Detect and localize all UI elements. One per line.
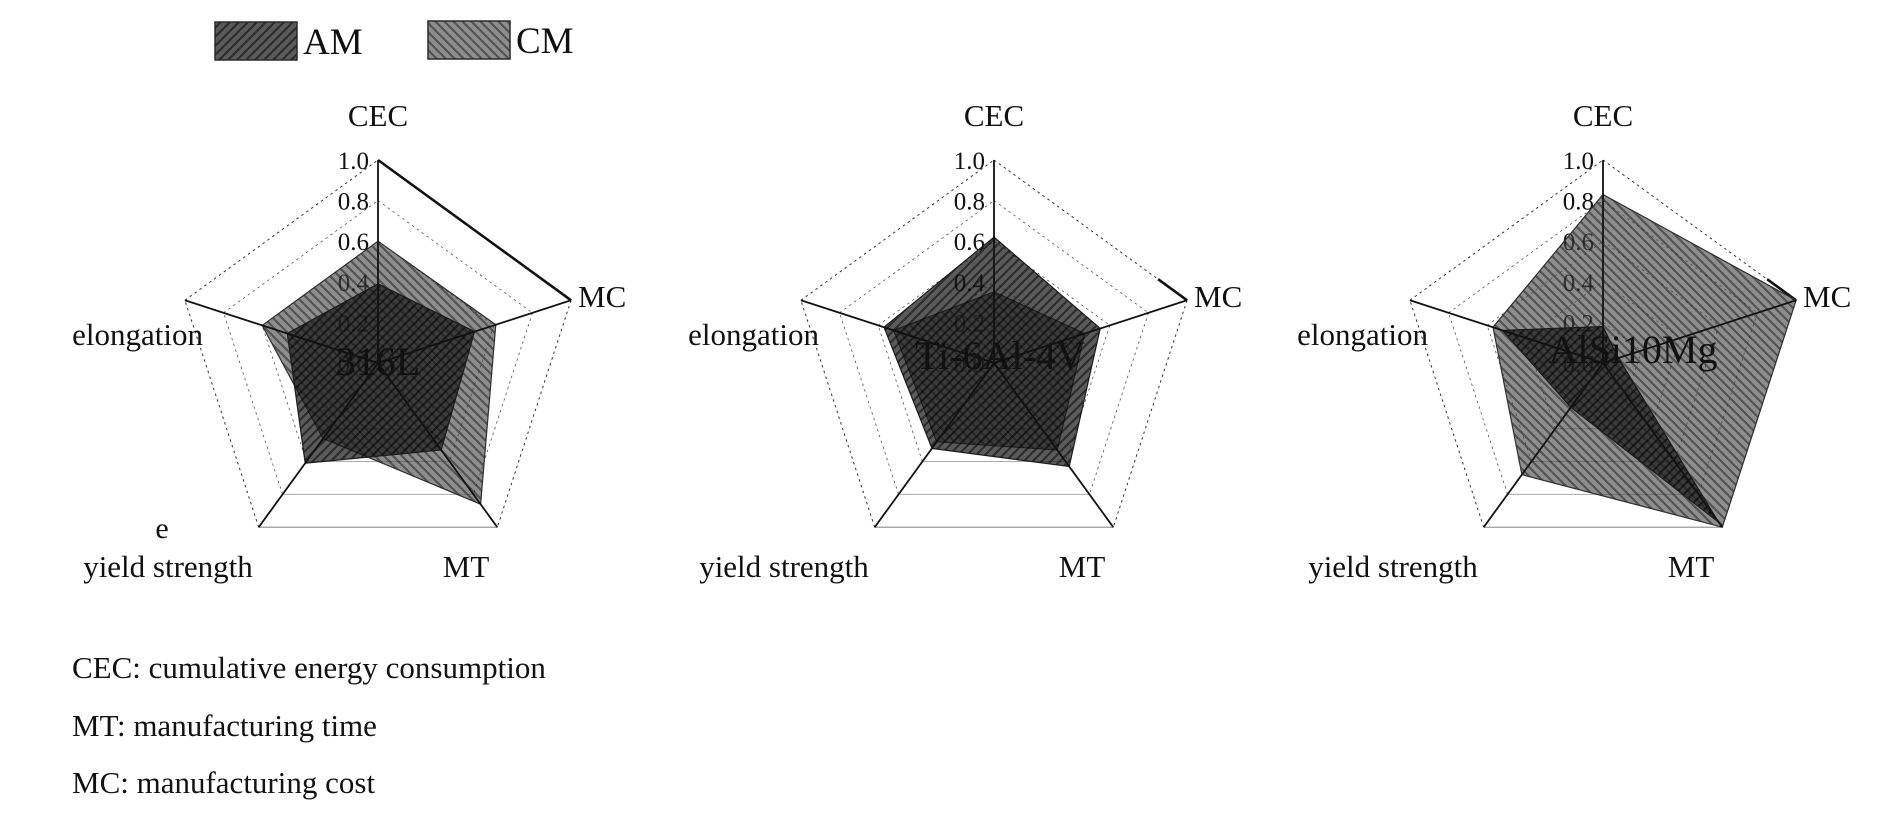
grid-ring-edge — [800, 159, 995, 301]
axis-spoke — [377, 299, 572, 364]
frame-corner-stub — [1766, 278, 1797, 302]
footnote-cec: CEC: cumulative energy consumption — [72, 650, 546, 685]
radar-chart-Ti-6Al-4V: 1.00.80.60.40.20.0Ti-6Al-4VCECMCMTyield … — [688, 98, 1242, 584]
legend-swatch-cm — [427, 20, 511, 60]
grid-ring-edge — [496, 300, 572, 528]
axis-spoke — [1482, 362, 1604, 528]
legend-swatch-am — [214, 21, 298, 61]
axis-label-mc: MC — [1803, 279, 1851, 314]
axis-label-elongation: elongation — [72, 317, 203, 352]
frame-corner-stub — [1157, 278, 1188, 302]
grid-ring-edge — [184, 159, 379, 301]
axis-spoke — [184, 299, 379, 364]
axis-label-yield-strength: yield strength — [1308, 549, 1478, 584]
grid-ring-edge — [1112, 300, 1188, 528]
grid-ring-edge — [223, 200, 379, 314]
axis-label-mt: MT — [443, 549, 490, 584]
axis-label-elongation: elongation — [1297, 317, 1428, 352]
axis-label-mc: MC — [1194, 279, 1242, 314]
axis-spoke — [993, 299, 1188, 364]
axis-spoke — [377, 362, 499, 528]
extra-label: e — [155, 512, 168, 545]
axis-label-yield-strength: yield strength — [699, 549, 869, 584]
grid-ring-edge — [839, 312, 899, 495]
chart-title: Ti-6Al-4V — [915, 333, 1085, 378]
axis-label-cec: CEC — [348, 98, 408, 133]
grid-ring-edge — [993, 200, 1149, 314]
axis-label-mc: MC — [578, 279, 626, 314]
series-polygon-am — [1501, 325, 1720, 523]
grid-ring-edge — [473, 312, 533, 495]
charts-layer: 1.00.80.60.40.20.0316LCECMCMTyield stren… — [72, 98, 1851, 584]
grid-ring-edge — [993, 159, 1188, 301]
legend: AM CM — [214, 20, 574, 63]
axis-label-yield-strength: yield strength — [83, 549, 253, 584]
grid-ring-edge — [223, 312, 283, 495]
chart-title: 316L — [336, 339, 420, 384]
grid-ring-edge — [1448, 312, 1508, 495]
radar-chart-316L: 1.00.80.60.40.20.0316LCECMCMTyield stren… — [72, 98, 626, 584]
axis-label-elongation: elongation — [688, 317, 819, 352]
radial-tick-label: 0.8 — [338, 189, 369, 216]
series-polygon-am — [883, 236, 1101, 468]
legend-label-am: AM — [303, 22, 363, 63]
radial-tick-label: 1.0 — [1563, 148, 1594, 175]
series-polygon-cm — [1492, 193, 1797, 528]
axis-spoke — [1602, 362, 1724, 528]
grid-ring-edge — [377, 158, 572, 302]
grid-ring-edge — [1409, 159, 1604, 301]
footnote-mc: MC: manufacturing cost — [72, 765, 375, 800]
grid-ring-edge — [839, 200, 995, 314]
axis-label-mt: MT — [1059, 549, 1106, 584]
grid-ring-edge — [800, 300, 876, 528]
grid-ring-edge — [1602, 159, 1797, 301]
axis-label-cec: CEC — [964, 98, 1024, 133]
series-polygon-am — [286, 283, 476, 464]
grid-ring-edge — [1409, 300, 1485, 528]
radar-chart-AlSi10Mg: 1.00.80.60.40.20.0AlSi10MgCECMCMTyield s… — [1297, 98, 1851, 584]
axis-spoke — [993, 362, 1115, 528]
legend-label-cm: CM — [516, 21, 574, 62]
axis-spoke — [800, 299, 995, 364]
radial-tick-label: 1.0 — [338, 148, 369, 175]
axis-spoke — [873, 362, 995, 528]
grid-ring-edge — [1089, 312, 1149, 495]
axis-label-cec: CEC — [1573, 98, 1633, 133]
axis-spoke — [257, 362, 379, 528]
chart-title: AlSi10Mg — [1549, 327, 1718, 372]
axis-spoke — [1409, 299, 1604, 364]
radial-tick-label: 1.0 — [954, 148, 985, 175]
axis-spoke — [1602, 299, 1797, 364]
footnotes: CEC: cumulative energy consumption MT: m… — [72, 650, 546, 800]
radial-tick-label: 0.8 — [954, 189, 985, 216]
grid-ring-edge — [184, 300, 260, 528]
grid-ring-edge — [377, 200, 533, 314]
axis-label-mt: MT — [1668, 549, 1715, 584]
footnote-mt: MT: manufacturing time — [72, 708, 377, 743]
grid-ring-edge — [1448, 200, 1604, 314]
